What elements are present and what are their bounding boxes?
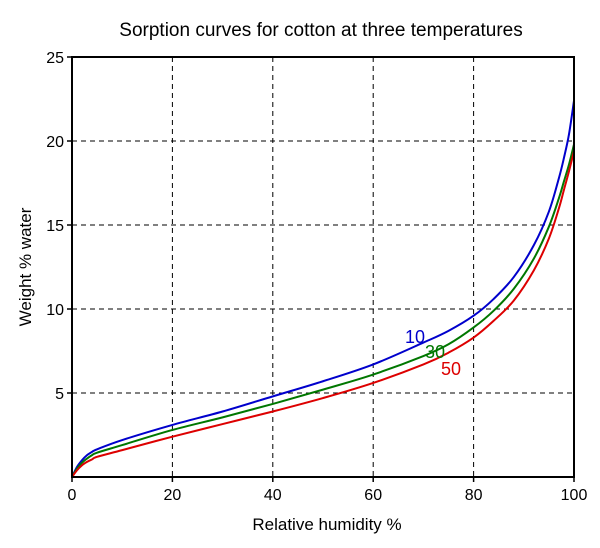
y-tick-label: 5	[55, 386, 64, 403]
series-line-50	[71, 150, 575, 478]
y-tick-label: 20	[46, 134, 64, 151]
chart-title: Sorption curves for cotton at three temp…	[119, 20, 522, 41]
series-line-30	[71, 144, 575, 478]
y-tick-label: 10	[46, 302, 64, 319]
series-line-10	[71, 100, 575, 478]
x-tick-label: 20	[164, 487, 182, 504]
y-tick-label: 15	[46, 218, 64, 235]
series-label-10: 10	[405, 327, 425, 347]
x-tick-label: 100	[561, 487, 588, 504]
y-tick-label: 25	[46, 50, 64, 67]
x-tick-label: 60	[364, 487, 382, 504]
x-tick-label: 0	[68, 487, 77, 504]
y-axis-title: Weight % water	[16, 207, 35, 326]
tick-layer: 0 20 40 60 80 100 5 10 15 20 25	[46, 50, 587, 504]
grid-layer	[72, 57, 574, 477]
series-label-50: 50	[441, 359, 461, 379]
x-axis-title: Relative humidity %	[252, 515, 401, 534]
series-layer	[71, 100, 575, 478]
series-label-30: 30	[425, 342, 445, 362]
plot-area-frame	[71, 56, 575, 478]
x-tick-label: 40	[264, 487, 282, 504]
x-tick-label: 80	[465, 487, 483, 504]
